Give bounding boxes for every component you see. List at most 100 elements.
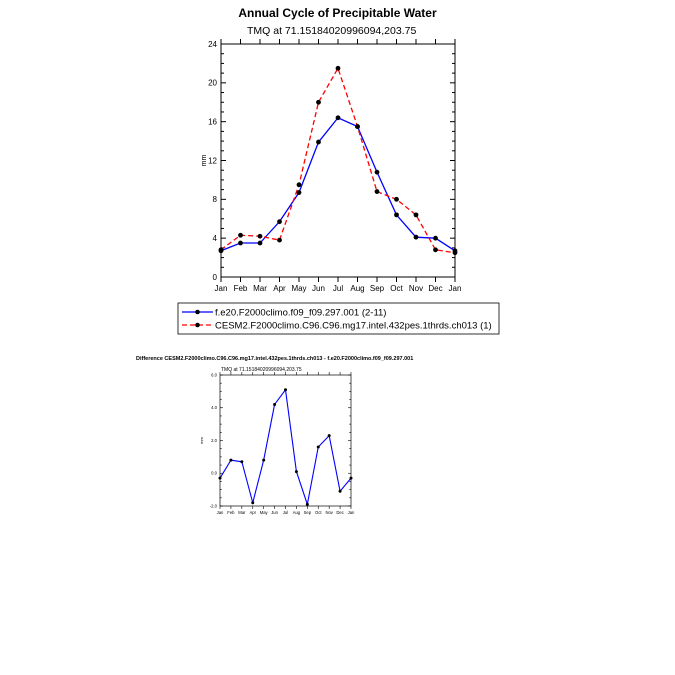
main-data-point [335, 115, 341, 121]
main-data-point [257, 233, 263, 239]
main-data-point [433, 235, 438, 241]
diff-xtick-label: Mar [238, 510, 246, 515]
main-chart-title: Annual Cycle of Precipitable Water [238, 6, 437, 20]
diff-xtick-label: Jul [283, 510, 288, 515]
difference-plot-frame [219, 374, 352, 507]
main-data-point [394, 196, 399, 202]
main-data-point [218, 247, 224, 253]
diff-series-line-0 [219, 388, 352, 507]
main-chart-subtitle: TMQ at 71.15184020996094,203.75 [247, 25, 416, 37]
main-y-axis-label: mm [201, 155, 208, 167]
legend-marker-test [195, 322, 200, 328]
diff-ytick-label: -2.0 [210, 503, 218, 508]
main-ytick-label: 4 [213, 234, 218, 243]
main-data-point [277, 219, 282, 225]
main-xtick-label: Oct [390, 284, 403, 293]
main-xtick-label: Jul [333, 284, 343, 293]
main-xtick-label: Jan [215, 284, 228, 293]
diff-xtick-label: Oct [315, 510, 322, 515]
diff-data-point [262, 458, 266, 462]
main-xtick-label: Mar [253, 284, 267, 293]
main-xtick-label: Apr [273, 284, 286, 293]
main-data-point [257, 240, 263, 246]
main-data-point [374, 189, 380, 194]
main-xtick-label: Aug [350, 284, 364, 293]
main-data-point [238, 240, 243, 246]
diff-data-point [305, 502, 309, 506]
main-data-point [296, 190, 302, 195]
main-data-point [433, 247, 438, 253]
main-data-point [335, 65, 341, 71]
difference-x-axis: Jan Feb Mar Apr May Jun Jul Aug Sep Oct Nov Dec Jan [217, 372, 355, 515]
main-y-axis: 0 4 8 12 16 20 24 [208, 40, 455, 282]
main-xtick-label: Nov [409, 284, 423, 293]
diff-ytick-label: 2.0 [211, 438, 217, 443]
main-data-point [355, 124, 360, 129]
main-ytick-label: 20 [208, 79, 217, 88]
diff-xtick-label: Nov [325, 510, 333, 515]
main-data-point [394, 212, 399, 218]
main-xtick-label: Sep [370, 284, 385, 293]
legend: f.e20.F2000climo.f09_f09.297.001 (2-11) … [177, 302, 500, 335]
main-data-point [316, 99, 321, 105]
main-xtick-label: Feb [234, 284, 248, 293]
main-series-line-0 [220, 116, 456, 252]
diff-xtick-label: Apr [249, 510, 256, 515]
main-ytick-label: 12 [208, 156, 217, 165]
difference-chart-title: Difference CESM2.F2000climo.C96.C96.mg17… [136, 356, 413, 362]
main-data-point [413, 212, 419, 218]
diff-xtick-label: Aug [293, 510, 301, 515]
legend-label-test: CESM2.F2000climo.C96.C96.mg17.intel.432p… [215, 321, 492, 332]
difference-series-group [218, 388, 353, 507]
diff-ytick-label: 0.0 [211, 471, 217, 476]
diff-data-point [294, 470, 298, 474]
difference-chart: Difference CESM2.F2000climo.C96.C96.mg17… [136, 356, 413, 515]
diff-data-point [316, 445, 320, 449]
main-data-point [452, 250, 458, 256]
main-x-axis: Jan Feb Mar Apr May Jun Jul Aug Sep Oct Nov Dec Jan [215, 39, 462, 293]
legend-label-model: f.e20.F2000climo.f09_f09.297.001 (2-11) [215, 308, 386, 319]
diff-data-point [229, 458, 233, 462]
main-series-group [218, 65, 458, 256]
main-xtick-label: Dec [428, 284, 442, 293]
difference-y-axis-label: mm [199, 437, 204, 444]
main-ytick-label: 0 [213, 273, 218, 282]
main-data-point [316, 139, 321, 145]
main-ytick-label: 16 [208, 117, 217, 126]
main-data-point [277, 237, 282, 243]
main-xtick-label: Jun [312, 284, 325, 293]
diff-ytick-label: 4.0 [211, 405, 217, 410]
main-data-point [296, 182, 302, 188]
difference-y-axis: -2.0 0.0 2.0 4.0 6.0 [210, 372, 351, 508]
main-data-point [374, 169, 380, 175]
diff-xtick-label: May [260, 510, 269, 515]
diff-xtick-label: Sep [304, 510, 312, 515]
main-ytick-label: 8 [213, 195, 218, 204]
diff-data-point [338, 489, 342, 493]
main-series-line-1 [220, 66, 456, 254]
main-chart: Annual Cycle of Precipitable Water TMQ a… [177, 6, 500, 335]
main-xtick-label: May [291, 284, 306, 293]
diff-data-point [284, 388, 287, 392]
diff-data-point [273, 402, 277, 406]
diff-xtick-label: Dec [336, 510, 343, 515]
diff-data-point [349, 476, 353, 480]
diff-data-point [251, 501, 255, 505]
diff-xtick-label: Feb [227, 510, 235, 515]
legend-marker-model [195, 309, 200, 315]
legend-box [177, 302, 500, 335]
diff-ytick-label: 6.0 [211, 372, 217, 377]
main-data-point [238, 232, 243, 238]
diff-xtick-label: Jun [271, 510, 278, 515]
diff-xtick-label: Jan [217, 510, 224, 515]
difference-chart-subtitle: TMQ at 71.15184020996094,203.75 [221, 367, 302, 373]
main-ytick-label: 24 [208, 40, 217, 49]
main-data-point [413, 234, 419, 240]
diff-xtick-label: Jan [348, 510, 355, 515]
main-xtick-label: Jan [449, 284, 462, 293]
diff-data-point [240, 460, 244, 464]
main-plot-frame [220, 43, 456, 278]
diff-data-point [218, 476, 222, 480]
diff-data-point [327, 434, 331, 438]
